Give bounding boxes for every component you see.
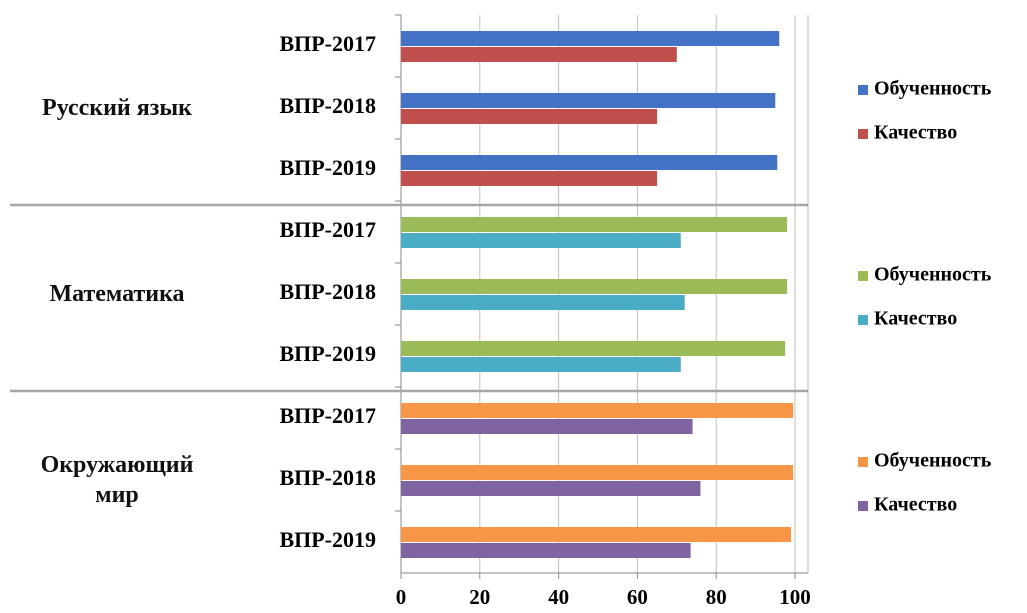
group-name: Русский язык	[42, 95, 192, 121]
y-tick-label: ВПР-2018	[279, 279, 376, 304]
group-name: Окружающий мир	[40, 452, 194, 508]
y-tick-label: ВПР-2018	[279, 465, 376, 490]
legend-label: Обученность	[874, 78, 992, 100]
bar	[401, 527, 792, 542]
bar	[401, 295, 685, 310]
bar	[401, 403, 794, 418]
legend-label: Качество	[874, 308, 957, 330]
legend-label: Обученность	[874, 264, 992, 286]
legend-label: Качество	[874, 122, 957, 144]
bar	[401, 171, 658, 186]
group-name: Математика	[49, 281, 185, 307]
y-tick-label: ВПР-2017	[279, 403, 376, 428]
y-tick-label: ВПР-2017	[279, 31, 376, 56]
x-tick-label: 20	[469, 585, 490, 609]
legend-label: Качество	[874, 494, 957, 516]
legend-swatch	[858, 85, 868, 95]
bar	[401, 357, 681, 372]
y-tick-label: ВПР-2019	[279, 341, 376, 366]
x-tick-label: 40	[548, 585, 569, 609]
y-tick-label: ВПР-2019	[279, 155, 376, 180]
legend-swatch	[858, 457, 868, 467]
bar	[401, 465, 794, 480]
legend-swatch	[858, 315, 868, 325]
y-tick-label: ВПР-2017	[279, 217, 376, 242]
bar	[401, 155, 778, 170]
y-tick-label: ВПР-2018	[279, 93, 376, 118]
bar	[401, 31, 780, 46]
bar	[401, 419, 693, 434]
bar	[401, 109, 658, 124]
bar	[401, 481, 701, 496]
x-tick-label: 0	[396, 585, 407, 609]
x-tick-label: 60	[627, 585, 648, 609]
bar	[401, 543, 691, 558]
legend-swatch	[858, 129, 868, 139]
bar	[401, 279, 788, 294]
bar	[401, 217, 788, 232]
legend-swatch	[858, 271, 868, 281]
x-tick-label: 80	[706, 585, 727, 609]
legend-label: Обученность	[874, 450, 992, 472]
bar	[401, 47, 677, 62]
bar	[401, 93, 776, 108]
legend-swatch	[858, 501, 868, 511]
bar	[401, 233, 681, 248]
bar	[401, 341, 786, 356]
x-tick-label: 100	[779, 585, 811, 609]
y-tick-label: ВПР-2019	[279, 527, 376, 552]
